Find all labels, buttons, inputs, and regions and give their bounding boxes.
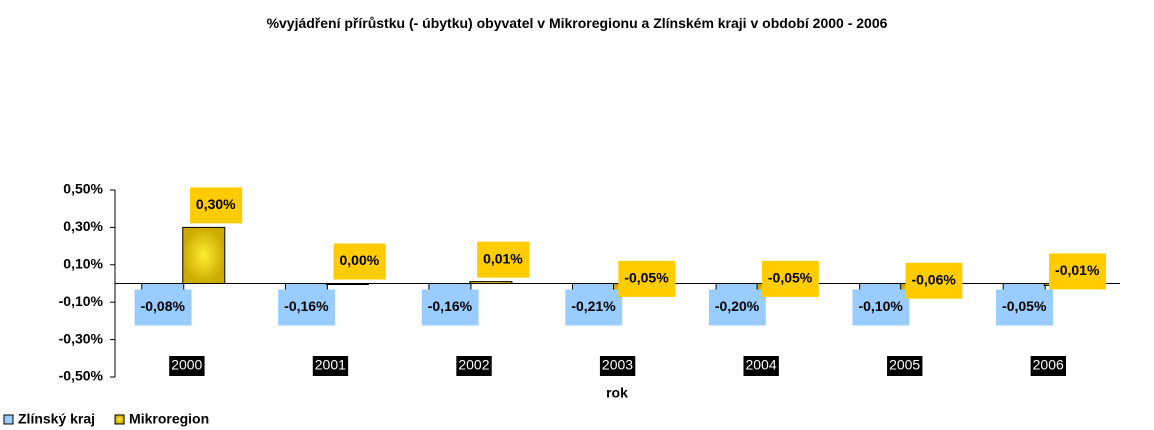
- data-label: 0,30%: [196, 196, 236, 212]
- data-label: -0,05%: [768, 270, 813, 286]
- legend-swatch: [114, 414, 125, 425]
- chart-title: %vyjádření přírůstku (- úbytku) obyvatel…: [266, 15, 888, 31]
- x-tick-bg: [1030, 356, 1066, 376]
- data-label: -0,16%: [428, 298, 473, 314]
- x-tick-label: 2001: [315, 357, 346, 373]
- data-label: -0,16%: [284, 298, 329, 314]
- data-label-bg: [565, 289, 623, 326]
- data-label: 0,00%: [340, 252, 380, 268]
- bar: [469, 281, 513, 285]
- data-label-bg: [189, 187, 243, 224]
- data-label: 0,01%: [483, 250, 523, 266]
- data-label: -0,01%: [1055, 262, 1100, 278]
- x-tick-bg: [169, 356, 205, 376]
- x-axis-label: rok: [606, 385, 628, 401]
- data-label-bg: [708, 289, 766, 326]
- data-label-bg: [905, 262, 963, 299]
- data-label-bg: [477, 241, 530, 278]
- y-tick-label: 0,10%: [63, 256, 103, 272]
- data-label-bg: [996, 289, 1053, 326]
- legend-label: Zlínský kraj: [18, 411, 95, 427]
- y-tick-label: -0,50%: [59, 368, 104, 384]
- data-label-bg: [618, 260, 676, 297]
- y-tick-label: -0,30%: [59, 330, 104, 346]
- data-label: -0,06%: [911, 271, 956, 287]
- bar: [182, 226, 226, 284]
- x-tick-bg: [456, 356, 492, 376]
- y-tick-label: -0,10%: [59, 293, 104, 309]
- legend-swatch: [3, 414, 14, 425]
- data-label-bg: [852, 289, 910, 326]
- data-label-bg: [421, 289, 479, 326]
- x-tick-bg: [887, 356, 923, 376]
- data-label-bg: [333, 243, 386, 280]
- x-tick-bg: [312, 356, 349, 376]
- x-tick-label: 2005: [889, 357, 920, 373]
- data-label: -0,20%: [715, 298, 760, 314]
- x-tick-label: 2002: [458, 357, 489, 373]
- legend-label: Mikroregion: [129, 411, 209, 427]
- bar: [325, 283, 369, 285]
- x-tick-label: 2003: [602, 357, 633, 373]
- y-tick-label: 0,50%: [63, 181, 103, 197]
- x-tick-bg: [743, 356, 779, 376]
- y-tick-label: 0,30%: [63, 218, 103, 234]
- x-tick-bg: [599, 356, 636, 376]
- data-label: -0,05%: [1002, 298, 1047, 314]
- x-tick-label: 2004: [745, 357, 776, 373]
- data-label-bg: [278, 289, 336, 326]
- x-tick-label: 2000: [171, 357, 202, 373]
- data-label: -0,10%: [858, 298, 903, 314]
- data-label-bg: [761, 260, 819, 297]
- data-label-bg: [134, 289, 192, 326]
- x-tick-label: 2006: [1033, 357, 1064, 373]
- data-label: -0,21%: [571, 298, 616, 314]
- data-label: -0,08%: [141, 298, 186, 314]
- data-label-bg: [1049, 253, 1106, 290]
- data-label: -0,05%: [624, 270, 669, 286]
